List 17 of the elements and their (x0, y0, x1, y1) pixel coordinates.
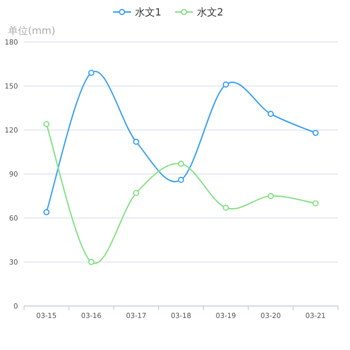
point (88, 70, 94, 76)
point (222, 204, 229, 211)
point (268, 110, 274, 117)
point (178, 176, 184, 183)
point (312, 200, 319, 206)
point (268, 192, 274, 200)
legend-label: 水文1 (135, 6, 162, 18)
point (43, 209, 50, 216)
point (312, 130, 319, 136)
y-axis-title: 单位(mm) (8, 25, 56, 37)
point (133, 138, 140, 145)
point (43, 121, 50, 128)
point (133, 190, 140, 196)
legend-label: 水文2 (197, 6, 224, 18)
point (88, 258, 94, 266)
point (222, 81, 229, 88)
point (178, 160, 184, 167)
